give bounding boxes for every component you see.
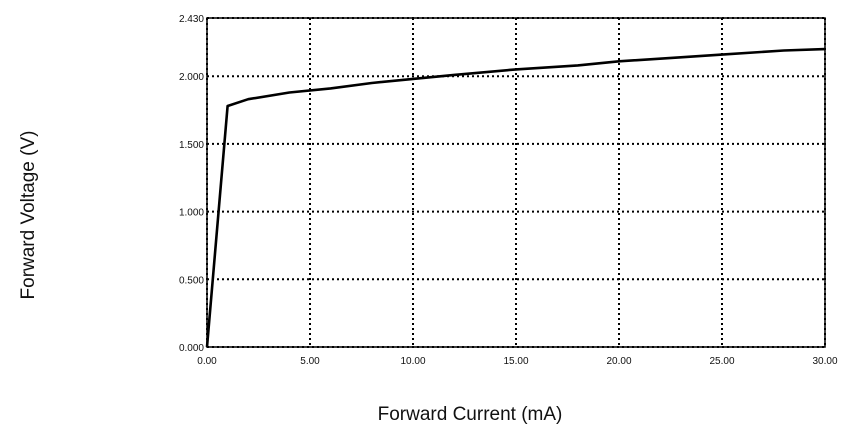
y-tick-labels: 0.000 0.500 1.000 1.500 2.000 2.430 <box>179 14 204 354</box>
y-tick-label: 0.000 <box>179 343 204 354</box>
x-tick-label: 15.00 <box>503 356 528 367</box>
grid-lines <box>206 17 826 348</box>
y-tick-label: 0.500 <box>179 275 204 286</box>
y-tick-label: 2.000 <box>179 72 204 83</box>
x-axis-label: Forward Current (mA) <box>378 404 563 425</box>
y-tick-label: 2.430 <box>179 14 204 25</box>
x-tick-label: 30.00 <box>812 356 837 367</box>
y-tick-label: 1.500 <box>179 140 204 151</box>
x-tick-label: 10.00 <box>400 356 425 367</box>
x-tick-label: 5.00 <box>300 356 320 367</box>
x-tick-labels: 0.00 5.00 10.00 15.00 20.00 25.00 30.00 <box>197 356 838 367</box>
series-line <box>205 47 826 348</box>
series-lines <box>205 47 826 348</box>
x-tick-label: 0.00 <box>197 356 217 367</box>
x-tick-label: 25.00 <box>709 356 734 367</box>
y-tick-label: 1.000 <box>179 208 204 219</box>
plot-frame <box>206 17 826 348</box>
x-tick-label: 20.00 <box>606 356 631 367</box>
y-axis-label: Forward Voltage (V) <box>18 131 39 300</box>
